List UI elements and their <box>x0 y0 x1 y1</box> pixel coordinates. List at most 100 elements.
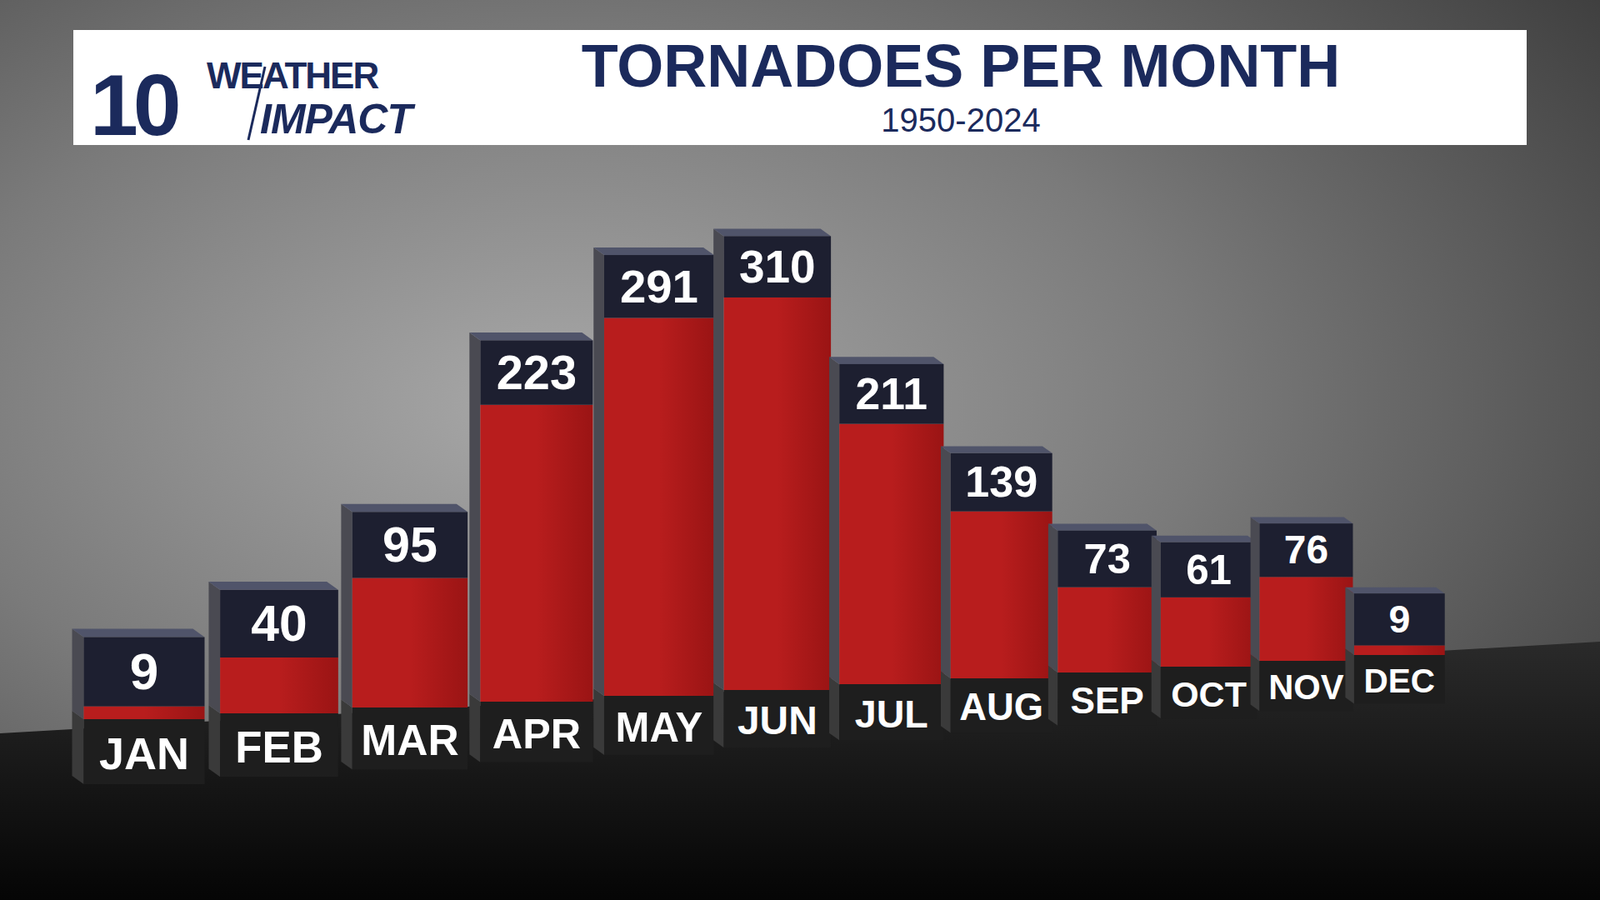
pedestal-side <box>940 671 951 734</box>
pedestal <box>604 695 715 755</box>
bar-side <box>208 581 220 714</box>
pedestal <box>220 713 339 777</box>
bar-side <box>1048 524 1058 673</box>
bar-top <box>1250 516 1354 524</box>
bar <box>1259 576 1353 661</box>
label-box <box>1160 542 1257 598</box>
x-tick-label: SEP <box>1070 680 1144 721</box>
bar-side <box>1151 535 1161 667</box>
logo-word: WEATHER <box>206 55 379 96</box>
label-box <box>1354 593 1445 645</box>
pedestal <box>724 690 832 748</box>
pedestal <box>950 678 1053 734</box>
label-box <box>1057 530 1157 588</box>
pedestal-side <box>593 688 605 755</box>
bar <box>1160 597 1257 667</box>
data-label: 211 <box>855 369 928 419</box>
x-tick-label: AUG <box>959 685 1044 729</box>
bar-side <box>1250 516 1260 661</box>
bar <box>839 424 944 685</box>
bar <box>724 297 832 690</box>
bar-top <box>340 504 468 513</box>
bar <box>604 317 715 696</box>
x-tick-label: DEC <box>1364 661 1436 700</box>
bar <box>950 511 1053 679</box>
chart: 10 WEATHERIMPACT TORNADOES PER MONTH1950-2… <box>0 0 1600 900</box>
pedestal-side <box>1345 649 1355 705</box>
bar <box>352 578 468 708</box>
pedestal <box>480 701 593 763</box>
background <box>0 0 1600 900</box>
bar <box>220 657 339 714</box>
x-tick-label: MAR <box>360 715 459 765</box>
data-label: 223 <box>496 345 577 400</box>
pedestal-side <box>1048 665 1058 726</box>
bar <box>1354 645 1445 655</box>
bar-top <box>469 332 593 340</box>
bar-side <box>340 504 352 708</box>
bar <box>480 405 593 702</box>
pedestal-side <box>340 699 352 770</box>
x-tick-label: JUN <box>737 698 818 743</box>
pedestal <box>1057 672 1157 726</box>
data-label: 310 <box>739 240 816 293</box>
bar-side <box>593 247 605 696</box>
data-label: 9 <box>130 642 159 700</box>
label-box <box>604 255 715 318</box>
title: TORNADOES PER MONTH <box>581 32 1341 100</box>
bar-top <box>940 445 1053 453</box>
data-label: 139 <box>965 457 1038 506</box>
data-label: 61 <box>1185 546 1232 593</box>
bar-side <box>469 332 480 702</box>
bar-top <box>208 581 338 590</box>
x-tick-label: MAY <box>615 705 704 750</box>
bar-top <box>829 356 944 365</box>
data-label: 73 <box>1083 535 1130 583</box>
label-box <box>1259 523 1353 577</box>
label-box <box>480 340 593 405</box>
pedestal <box>839 684 944 740</box>
pedestal-side <box>1250 654 1260 711</box>
label-box <box>220 590 339 658</box>
pedestal <box>1354 655 1445 705</box>
pedestal <box>1160 666 1257 719</box>
data-label: 76 <box>1284 527 1329 572</box>
bar-top <box>1048 524 1157 531</box>
x-tick-label: JAN <box>99 728 190 779</box>
x-tick-label: OCT <box>1170 674 1247 715</box>
bar-side <box>1345 587 1355 655</box>
label-box <box>950 453 1053 512</box>
label-box <box>352 511 468 578</box>
label-box <box>839 364 944 425</box>
pedestal-side <box>469 694 480 763</box>
bar <box>1057 587 1157 673</box>
pedestal-side <box>713 682 724 748</box>
bar-side <box>940 445 951 679</box>
data-label: 95 <box>382 516 438 573</box>
pedestal-side <box>72 710 85 785</box>
pedestal-side <box>208 705 220 777</box>
subtitle: 1950-2024 <box>880 101 1040 139</box>
pedestal-side <box>1151 660 1161 719</box>
header-box <box>73 30 1527 145</box>
pedestal <box>352 707 468 770</box>
pedestal-side <box>829 676 840 740</box>
bar-top <box>593 247 715 255</box>
label-box <box>724 235 832 298</box>
bars <box>72 229 1445 785</box>
labels: 9JAN40FEB95MAR223APR291MAY310JUN211JUL13… <box>99 240 1435 779</box>
data-label: 9 <box>1388 597 1410 641</box>
logo-word: IMPACT <box>260 95 416 143</box>
logo-number: 10 <box>90 56 179 154</box>
x-tick-label: FEB <box>235 722 324 772</box>
data-label: 40 <box>250 595 307 652</box>
bar-top <box>713 229 831 237</box>
label-box <box>84 637 205 707</box>
bar-side <box>829 356 840 685</box>
bar-side <box>72 629 85 720</box>
x-tick-label: APR <box>492 710 581 758</box>
bar-top <box>1151 535 1257 543</box>
bar-side <box>713 229 724 690</box>
data-label: 291 <box>620 260 699 313</box>
pedestal <box>84 719 205 785</box>
